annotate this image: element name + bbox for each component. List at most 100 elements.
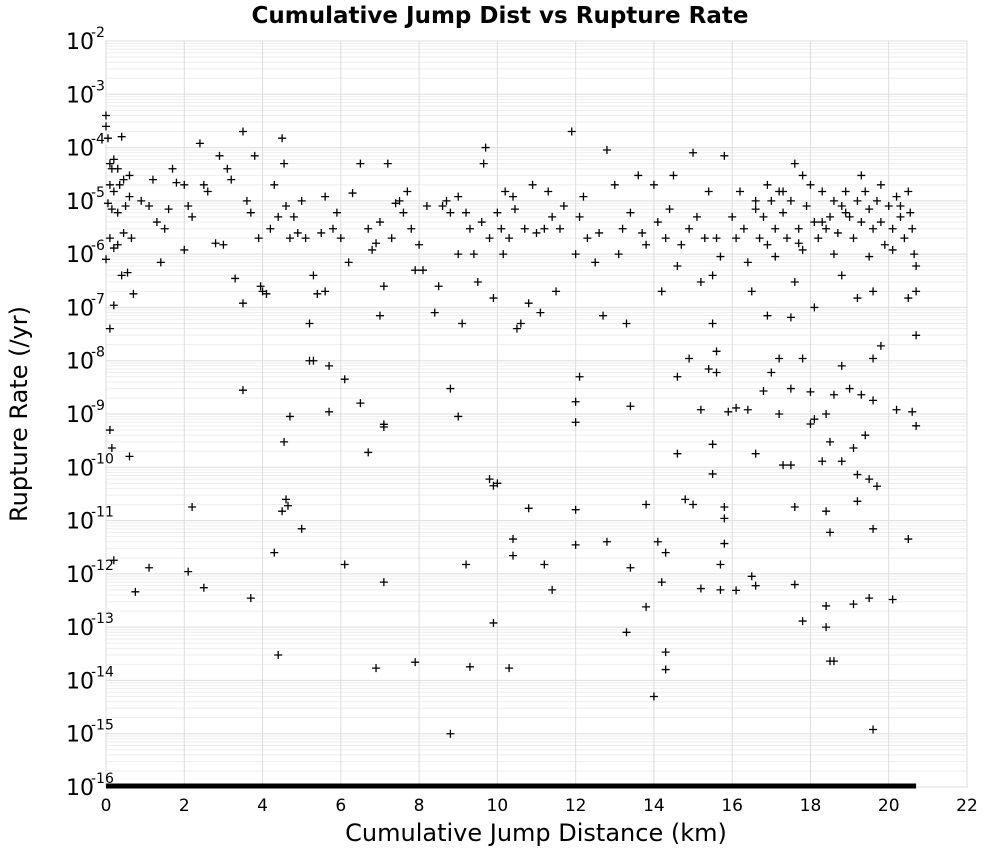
data-point	[379, 282, 388, 291]
data-point	[105, 180, 114, 189]
data-point	[131, 587, 140, 596]
data-point	[857, 218, 866, 227]
data-point	[743, 405, 752, 414]
data-point	[595, 228, 604, 237]
y-tick-exponent: -14	[91, 664, 114, 680]
data-point	[865, 594, 874, 603]
data-point	[583, 234, 592, 243]
data-point	[763, 180, 772, 189]
data-point	[454, 250, 463, 259]
data-point	[869, 524, 878, 533]
data-point	[148, 175, 157, 184]
data-point	[837, 271, 846, 280]
data-point	[872, 196, 881, 205]
data-point	[107, 444, 116, 453]
data-point	[285, 234, 294, 243]
data-point	[372, 239, 381, 248]
data-point	[238, 127, 247, 136]
data-point	[826, 212, 835, 221]
data-point	[215, 151, 224, 160]
data-point	[747, 572, 756, 581]
data-point	[869, 224, 878, 233]
y-tick-exponent: -11	[91, 505, 114, 521]
y-tick-base: 10	[66, 243, 94, 268]
data-point	[786, 313, 795, 322]
data-point	[665, 205, 674, 214]
chart-title: Cumulative Jump Dist vs Rupture Rate	[252, 3, 749, 29]
data-point	[493, 479, 502, 488]
data-point	[732, 586, 741, 595]
data-point	[540, 224, 549, 233]
data-point	[802, 202, 811, 211]
data-point	[372, 664, 381, 673]
data-point	[704, 364, 713, 373]
data-point	[661, 665, 670, 674]
data-point	[610, 180, 619, 189]
data-point	[180, 245, 189, 254]
data-point	[462, 208, 471, 217]
data-point	[454, 192, 463, 201]
data-point	[336, 234, 345, 243]
y-tick-label: 10-6	[66, 238, 105, 268]
y-tick-exponent: -10	[91, 451, 114, 467]
data-point	[661, 234, 670, 243]
y-tick-label: 10-4	[66, 132, 105, 162]
data-point	[571, 540, 580, 549]
data-point	[325, 407, 334, 416]
data-point	[591, 258, 600, 267]
data-point	[634, 171, 643, 180]
data-point	[857, 390, 866, 399]
data-point	[790, 580, 799, 589]
y-tick-label: 10-7	[66, 291, 105, 321]
y-tick-base: 10	[66, 83, 94, 108]
data-point	[145, 563, 154, 572]
data-point	[282, 202, 291, 211]
data-point	[626, 208, 635, 217]
data-point	[704, 187, 713, 196]
data-point	[642, 602, 651, 611]
data-point	[407, 224, 416, 233]
data-point	[869, 396, 878, 405]
data-point	[888, 245, 897, 254]
data-point	[708, 319, 717, 328]
x-tick-label: 16	[721, 796, 743, 816]
data-point	[422, 202, 431, 211]
y-tick-exponent: -8	[91, 345, 105, 361]
data-point	[782, 234, 791, 243]
data-point	[806, 387, 815, 396]
data-point	[908, 224, 917, 233]
data-point	[446, 384, 455, 393]
data-point	[505, 234, 514, 243]
data-point	[309, 271, 318, 280]
data-point	[884, 202, 893, 211]
data-point	[790, 502, 799, 511]
data-point	[356, 399, 365, 408]
data-point	[156, 258, 165, 267]
data-point	[822, 507, 831, 516]
data-point	[510, 205, 519, 214]
y-tick-exponent: -3	[91, 78, 105, 94]
data-point	[180, 180, 189, 189]
y-tick-base: 10	[66, 776, 94, 801]
data-point	[364, 224, 373, 233]
data-point	[861, 431, 870, 440]
data-point	[822, 601, 831, 610]
data-point	[912, 331, 921, 340]
data-point	[743, 258, 752, 267]
data-point	[270, 180, 279, 189]
y-tick-exponent: -16	[91, 771, 114, 787]
data-point	[786, 196, 795, 205]
data-point	[657, 287, 666, 296]
data-point	[826, 528, 835, 537]
data-point	[806, 180, 815, 189]
data-point	[125, 171, 134, 180]
y-tick-label: 10-12	[66, 558, 114, 588]
data-point	[328, 224, 337, 233]
data-point	[910, 250, 919, 259]
data-point	[509, 535, 518, 544]
data-point	[387, 234, 396, 243]
data-point	[751, 196, 760, 205]
x-tick-label: 12	[565, 796, 587, 816]
data-point	[317, 228, 326, 237]
data-point	[822, 410, 831, 418]
